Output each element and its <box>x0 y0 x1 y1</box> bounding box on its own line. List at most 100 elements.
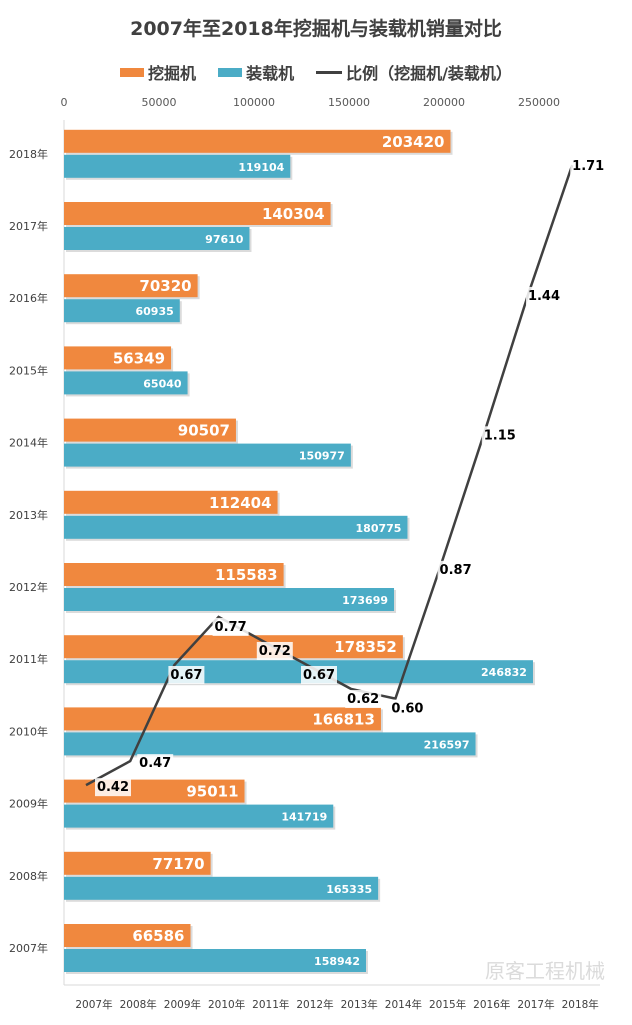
bar-excavator <box>64 490 278 514</box>
ratio-label-bg <box>345 690 382 709</box>
ratio-label-bg <box>137 754 174 773</box>
y-tick-label: 2012年 <box>9 580 48 594</box>
bar-loader <box>64 804 334 828</box>
bar-label-loader: 165335 <box>326 883 372 896</box>
bar-loader <box>64 949 366 972</box>
ratio-label: 0.67 <box>170 668 202 683</box>
ratio-label: 1.71 <box>572 159 604 174</box>
bar-excavator <box>64 202 331 225</box>
bar-excavator <box>64 924 191 947</box>
bar-label-excavator: 115583 <box>215 566 278 584</box>
ratio-label: 0.77 <box>215 620 247 635</box>
x-tick-label: 0 <box>61 96 68 109</box>
legend-label: 比例（挖掘机/装载机） <box>346 64 512 83</box>
legend-swatch <box>120 67 145 77</box>
bar-loader <box>64 732 476 756</box>
ratio-label: 0.87 <box>440 563 472 578</box>
bar-excavator <box>64 346 172 370</box>
legend-label: 挖掘机 <box>148 64 197 83</box>
watermark: 原客工程机械 <box>485 959 605 983</box>
secondary-x-tick-label: 2014年 <box>385 998 422 1011</box>
bar-label-excavator: 56349 <box>113 349 165 367</box>
bar-label-excavator: 95011 <box>186 783 238 801</box>
bar-loader <box>64 299 180 323</box>
ratio-label: 0.47 <box>139 756 171 771</box>
secondary-x-tick-label: 2015年 <box>429 998 466 1011</box>
ratio-label: 0.42 <box>97 780 129 795</box>
bar-label-excavator: 140304 <box>262 205 325 223</box>
y-tick-label: 2011年 <box>9 652 48 666</box>
bar-label-excavator: 166813 <box>312 710 375 728</box>
secondary-x-tick-label: 2016年 <box>473 998 510 1011</box>
secondary-x-tick-label: 2018年 <box>562 998 599 1011</box>
ratio-label-bg <box>437 560 474 579</box>
ratio-label: 0.60 <box>391 702 423 717</box>
bar-label-excavator: 90507 <box>178 422 230 440</box>
y-tick-label: 2009年 <box>9 797 48 811</box>
bar-excavator <box>64 707 381 731</box>
bar-label-loader: 141719 <box>281 811 327 824</box>
legend-item-ratio: 比例（挖掘机/装载机） <box>316 60 512 84</box>
y-tick-label: 2010年 <box>9 724 48 738</box>
chart-title: 2007年至2018年挖掘机与装载机销量对比 <box>130 18 502 40</box>
bar-label-excavator: 66586 <box>132 927 184 945</box>
bar-loader <box>64 876 379 900</box>
x-tick-label: 100000 <box>233 96 275 109</box>
secondary-x-tick-label: 2010年 <box>208 998 245 1011</box>
y-tick-label: 2014年 <box>9 436 48 450</box>
y-tick-label: 2008年 <box>9 869 48 883</box>
bar-label-excavator: 178352 <box>334 638 397 656</box>
ratio-label: 0.67 <box>303 668 335 683</box>
bar-loader <box>64 588 395 611</box>
y-tick-label: 2007年 <box>9 941 48 955</box>
y-tick-label: 2015年 <box>9 363 48 377</box>
x-tick-label: 250000 <box>518 96 560 109</box>
y-tick-label: 2013年 <box>9 508 48 522</box>
bar-label-excavator: 112404 <box>209 494 272 512</box>
ratio-label-bg <box>481 426 518 445</box>
secondary-x-tick-label: 2008年 <box>120 998 157 1011</box>
x-tick-label: 50000 <box>142 96 177 109</box>
bar-excavator <box>64 129 451 153</box>
bar-label-excavator: 77170 <box>152 855 204 873</box>
bar-label-loader: 150977 <box>299 450 345 463</box>
legend-swatch <box>316 70 343 74</box>
bar-label-loader: 180775 <box>356 522 402 535</box>
bar-excavator <box>64 851 211 875</box>
y-tick-label: 2017年 <box>9 219 48 233</box>
secondary-x-tick-label: 2017年 <box>517 998 554 1011</box>
secondary-x-tick-label: 2011年 <box>252 998 289 1011</box>
ratio-label-bg <box>389 699 426 718</box>
secondary-x-tick-label: 2013年 <box>341 998 378 1011</box>
y-tick-label: 2016年 <box>9 291 48 305</box>
ratio-label-bg <box>526 286 562 305</box>
y-tick-label: 2018年 <box>9 147 48 161</box>
bar-label-loader: 173699 <box>342 594 388 607</box>
bar-label-loader: 216597 <box>424 738 470 751</box>
ratio-label-bg <box>212 617 249 636</box>
secondary-x-tick-label: 2009年 <box>164 998 201 1011</box>
ratio-label-bg <box>570 157 607 176</box>
x-tick-label: 200000 <box>423 96 465 109</box>
legend-label: 装载机 <box>246 64 295 83</box>
ratio-line <box>85 164 574 787</box>
bar-loader <box>64 371 188 395</box>
ratio-label-bg <box>256 641 293 660</box>
bar-loader <box>64 660 533 684</box>
bar-label-excavator: 70320 <box>139 277 191 295</box>
x-tick-label: 150000 <box>328 96 370 109</box>
ratio-label-bg <box>168 665 205 684</box>
secondary-x-tick-label: 2012年 <box>296 998 333 1011</box>
legend-item-excavator: 挖掘机 <box>120 60 196 84</box>
bar-label-loader: 65040 <box>143 377 182 390</box>
legend-swatch <box>218 67 243 77</box>
ratio-label-bg <box>301 665 337 684</box>
ratio-label: 0.62 <box>347 692 379 707</box>
ratio-label: 0.72 <box>259 644 291 659</box>
bar-label-loader: 119104 <box>238 161 284 174</box>
bar-label-excavator: 203420 <box>382 133 445 151</box>
bar-label-loader: 97610 <box>205 233 244 246</box>
bar-label-loader: 246832 <box>481 666 527 679</box>
bar-loader <box>64 443 351 467</box>
